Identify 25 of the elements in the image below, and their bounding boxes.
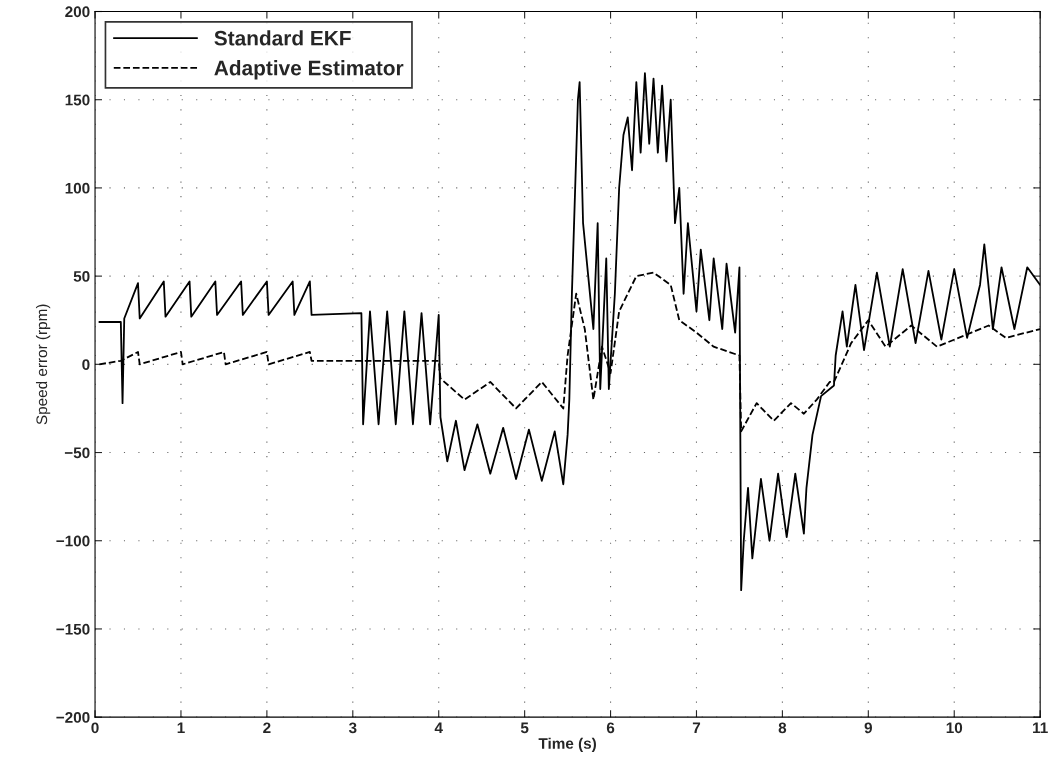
legend-label: Adaptive Estimator [214, 60, 404, 80]
legend-label: Standard EKF [214, 30, 351, 46]
y-tick-label: 100 [65, 182, 90, 194]
x-tick-label: 6 [606, 722, 615, 734]
x-tick-label: 8 [778, 722, 787, 734]
y-tick-label: 50 [73, 270, 90, 282]
y-tick-label: −200 [56, 712, 90, 723]
x-tick-label: 5 [520, 722, 529, 734]
x-tick-label: 1 [177, 722, 185, 734]
y-tick-label: 0 [82, 359, 90, 371]
x-tick-label: 3 [348, 722, 357, 734]
y-tick-label: −50 [64, 447, 90, 459]
x-tick-label: 11 [1033, 722, 1048, 734]
y-tick-label: −100 [56, 535, 90, 547]
x-tick-label: 4 [434, 722, 443, 734]
y-tick-label: 200 [65, 6, 90, 18]
y-axis-title: Speed error (rpm) [35, 304, 51, 425]
x-axis-title: Time (s) [538, 737, 596, 752]
x-tick-label: 0 [91, 722, 99, 734]
x-tick-label: 10 [946, 722, 963, 734]
x-tick-label: 9 [864, 722, 872, 734]
y-tick-label: −150 [56, 623, 90, 635]
x-tick-label: 7 [692, 722, 701, 734]
y-tick-label: 150 [65, 94, 90, 106]
x-tick-label: 2 [263, 722, 271, 734]
